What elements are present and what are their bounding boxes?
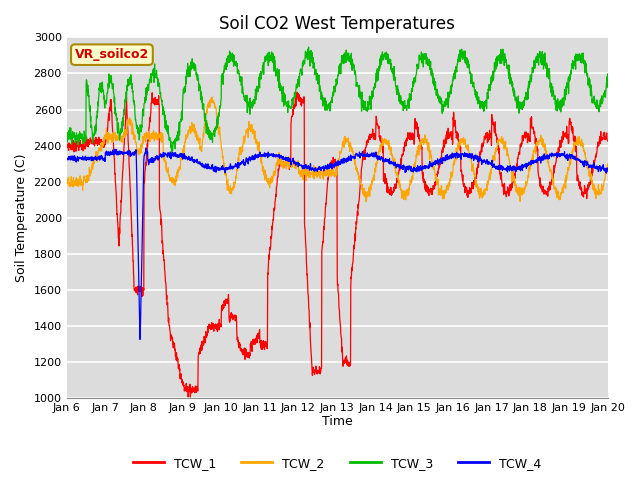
TCW_1: [63, 138, 70, 144]
TCW_1: [489, 120, 497, 125]
TCW_1: [293, 89, 301, 95]
Line: TCW_4: TCW_4: [67, 148, 607, 339]
TCW_2: [326, 170, 334, 176]
TCW_2: [604, 161, 611, 167]
Legend: TCW_1, TCW_2, TCW_3, TCW_4: TCW_1, TCW_2, TCW_3, TCW_4: [127, 452, 547, 475]
Line: TCW_1: TCW_1: [67, 92, 607, 397]
TCW_1: [589, 167, 596, 173]
TCW_3: [604, 71, 611, 77]
TCW_1: [604, 138, 611, 144]
X-axis label: Time: Time: [322, 415, 353, 428]
TCW_1: [326, 160, 334, 166]
Line: TCW_3: TCW_3: [67, 47, 607, 152]
TCW_4: [604, 165, 611, 171]
TCW_3: [168, 149, 175, 155]
TCW_2: [63, 179, 70, 185]
TCW_2: [362, 199, 370, 204]
TCW_4: [589, 164, 596, 169]
TCW_4: [136, 336, 144, 342]
TCW_3: [326, 99, 334, 105]
TCW_3: [63, 132, 70, 138]
TCW_4: [312, 168, 320, 173]
TCW_1: [312, 363, 320, 369]
TCW_3: [312, 66, 320, 72]
TCW_4: [63, 157, 70, 163]
TCW_4: [588, 162, 596, 168]
TCW_1: [90, 138, 98, 144]
TCW_2: [589, 180, 596, 186]
TCW_3: [90, 132, 98, 138]
TCW_2: [208, 94, 216, 100]
Title: Soil CO2 West Temperatures: Soil CO2 West Temperatures: [219, 15, 455, 33]
TCW_2: [489, 153, 497, 158]
Y-axis label: Soil Temperature (C): Soil Temperature (C): [15, 154, 28, 282]
TCW_2: [312, 168, 319, 173]
Text: VR_soilco2: VR_soilco2: [75, 48, 149, 61]
TCW_2: [588, 178, 596, 183]
TCW_3: [589, 96, 596, 102]
Line: TCW_2: TCW_2: [67, 97, 607, 202]
TCW_4: [142, 145, 150, 151]
TCW_3: [489, 70, 497, 76]
TCW_4: [326, 161, 334, 167]
TCW_4: [90, 155, 98, 161]
TCW_1: [588, 172, 596, 178]
TCW_1: [186, 394, 194, 400]
TCW_3: [588, 100, 596, 106]
TCW_2: [90, 159, 98, 165]
TCW_4: [489, 164, 497, 169]
TCW_3: [305, 44, 312, 50]
